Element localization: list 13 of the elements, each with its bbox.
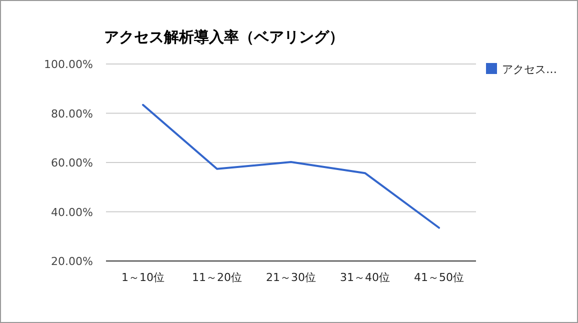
x-tick-label: 1～10位 bbox=[122, 271, 164, 284]
x-tick-label: 41～50位 bbox=[414, 271, 464, 284]
line-series bbox=[142, 104, 440, 229]
y-tick-label: 20.00% bbox=[51, 255, 93, 268]
y-tick-label: 40.00% bbox=[51, 206, 93, 219]
legend-label: アクセス… bbox=[502, 63, 557, 76]
x-tick-label: 31～40位 bbox=[340, 271, 390, 284]
chart-title: アクセス解析導入率（ベアリング） bbox=[104, 28, 344, 46]
y-tick-label: 100.00% bbox=[44, 58, 93, 71]
x-tick-label: 11～20位 bbox=[192, 271, 242, 284]
y-tick-label: 60.00% bbox=[51, 156, 93, 170]
x-tick-label: 21～30位 bbox=[266, 271, 316, 284]
y-tick-label: 80.00% bbox=[51, 107, 93, 120]
